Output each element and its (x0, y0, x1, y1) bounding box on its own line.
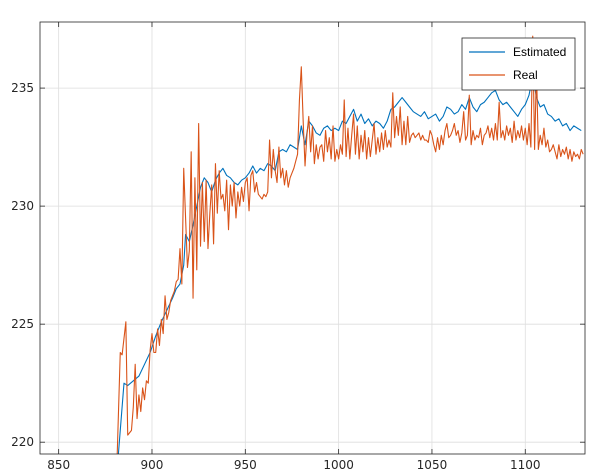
series-line-real (116, 35, 584, 454)
x-tick-label: 1050 (417, 458, 448, 472)
x-tick-label: 950 (234, 458, 257, 472)
legend-box (461, 37, 576, 91)
y-tick-label: 220 (11, 435, 34, 449)
y-tick-label: 230 (11, 199, 34, 213)
axis-tick-labels: 850 900 950 1000 1050 1100 220 225 230 235 (11, 81, 540, 472)
x-tick-label: 850 (47, 458, 70, 472)
legend-label-real: Real (513, 68, 538, 82)
series-line-estimated (117, 75, 582, 454)
series-layer (116, 35, 584, 454)
x-tick-label: 900 (141, 458, 164, 472)
plot-background (40, 22, 585, 454)
legend-label-estimated: Estimated (513, 45, 566, 59)
axis-ticks (40, 22, 585, 454)
y-tick-label: 235 (11, 81, 34, 95)
y-tick-label: 225 (11, 317, 34, 331)
x-tick-label: 1100 (510, 458, 541, 472)
x-tick-label: 1000 (323, 458, 354, 472)
legend: Estimated Real (461, 37, 576, 91)
plot-frame (39, 21, 586, 455)
